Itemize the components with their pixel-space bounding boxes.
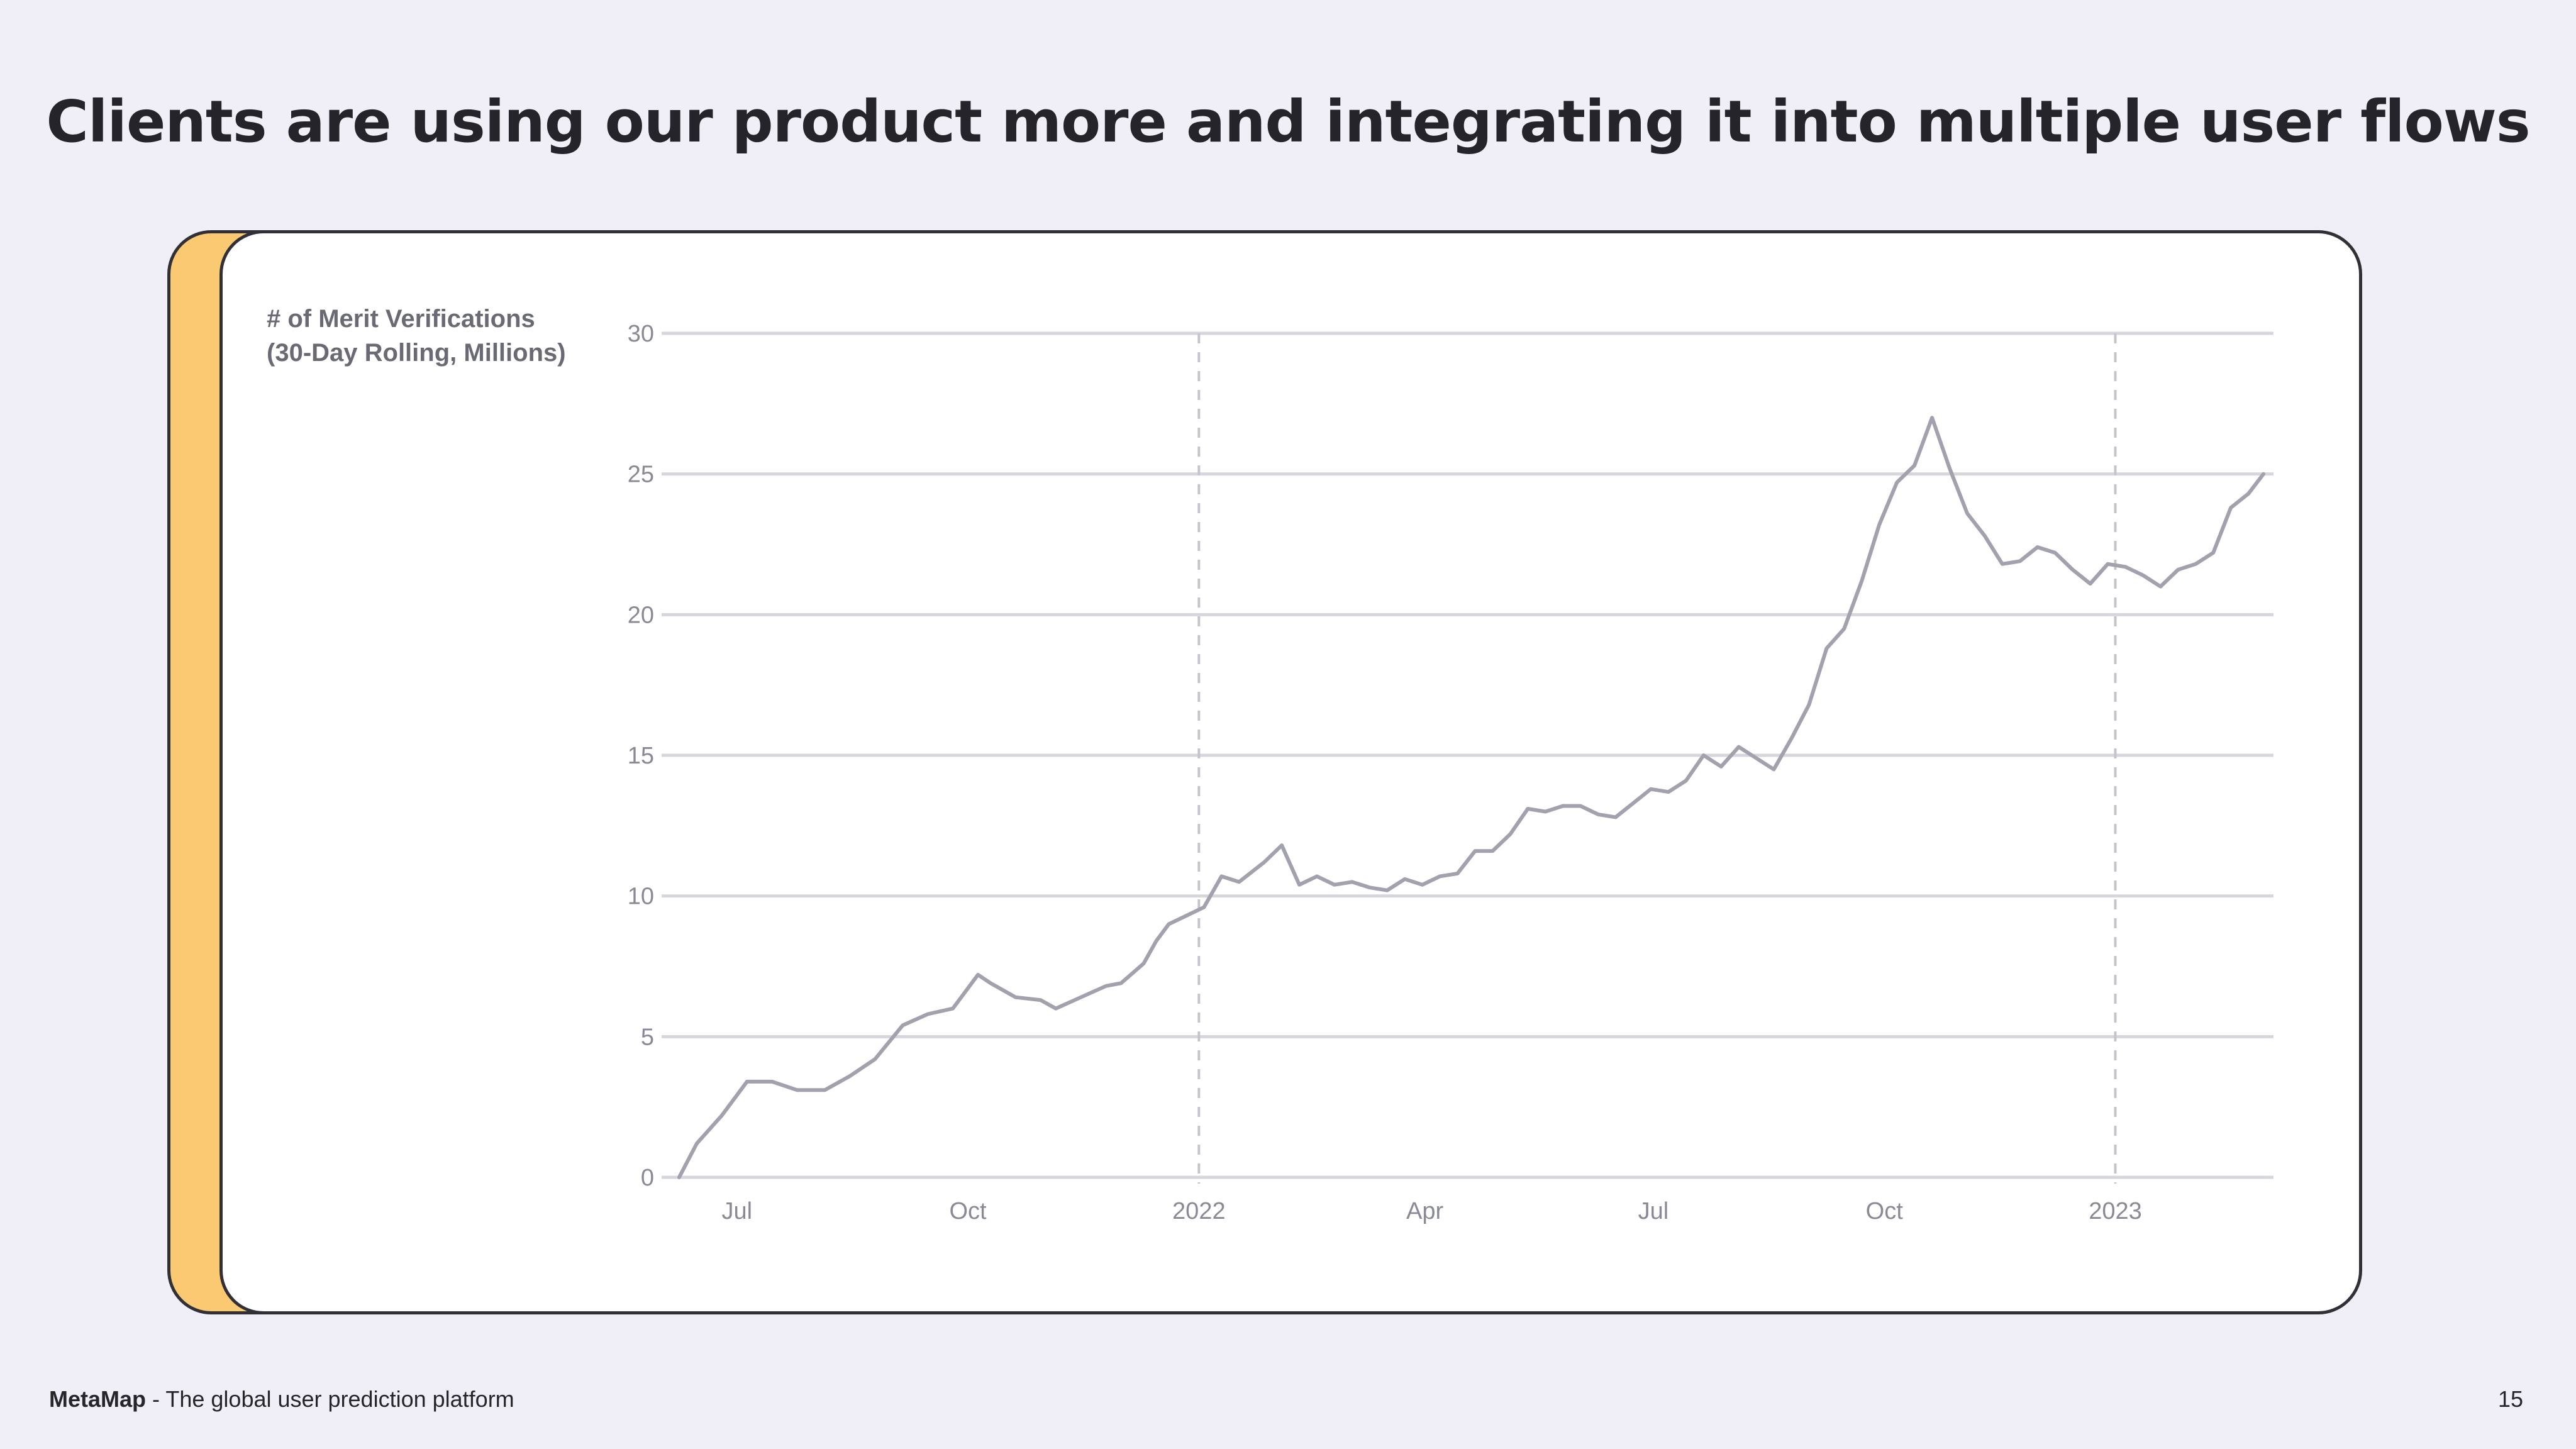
x-tick-label: Oct: [949, 1198, 987, 1224]
y-axis-label-line-1: # of Merit Verifications: [267, 305, 535, 333]
footer: MetaMap - The global user prediction pla…: [49, 1386, 514, 1413]
x-tick-label: Apr: [1406, 1198, 1443, 1224]
x-tick-label: Jul: [1638, 1198, 1669, 1224]
y-tick-label: 30: [628, 321, 654, 347]
slide-title: Clients are using our product more and i…: [46, 88, 2530, 155]
x-tick-label: Jul: [721, 1198, 752, 1224]
y-tick-label: 15: [628, 743, 654, 769]
y-tick-label: 10: [628, 884, 654, 910]
x-tick-label: 2023: [2089, 1198, 2142, 1224]
page-number: 15: [2497, 1386, 2523, 1412]
series-line: [677, 416, 2265, 1179]
chart-card: [219, 230, 2362, 1314]
y-tick-label: 25: [628, 462, 654, 488]
y-axis-label: # of Merit Verifications (30-Day Rolling…: [267, 302, 619, 370]
x-tick-label: 2022: [1172, 1198, 1226, 1224]
y-tick-label: 5: [641, 1024, 654, 1050]
footer-tagline: - The global user prediction platform: [146, 1386, 514, 1412]
y-axis-label-line-2: (30-Day Rolling, Millions): [267, 339, 566, 367]
footer-brand: MetaMap: [49, 1386, 147, 1412]
y-tick-label: 0: [641, 1165, 654, 1191]
x-tick-label: Oct: [1866, 1198, 1904, 1224]
y-tick-label: 20: [628, 602, 654, 628]
